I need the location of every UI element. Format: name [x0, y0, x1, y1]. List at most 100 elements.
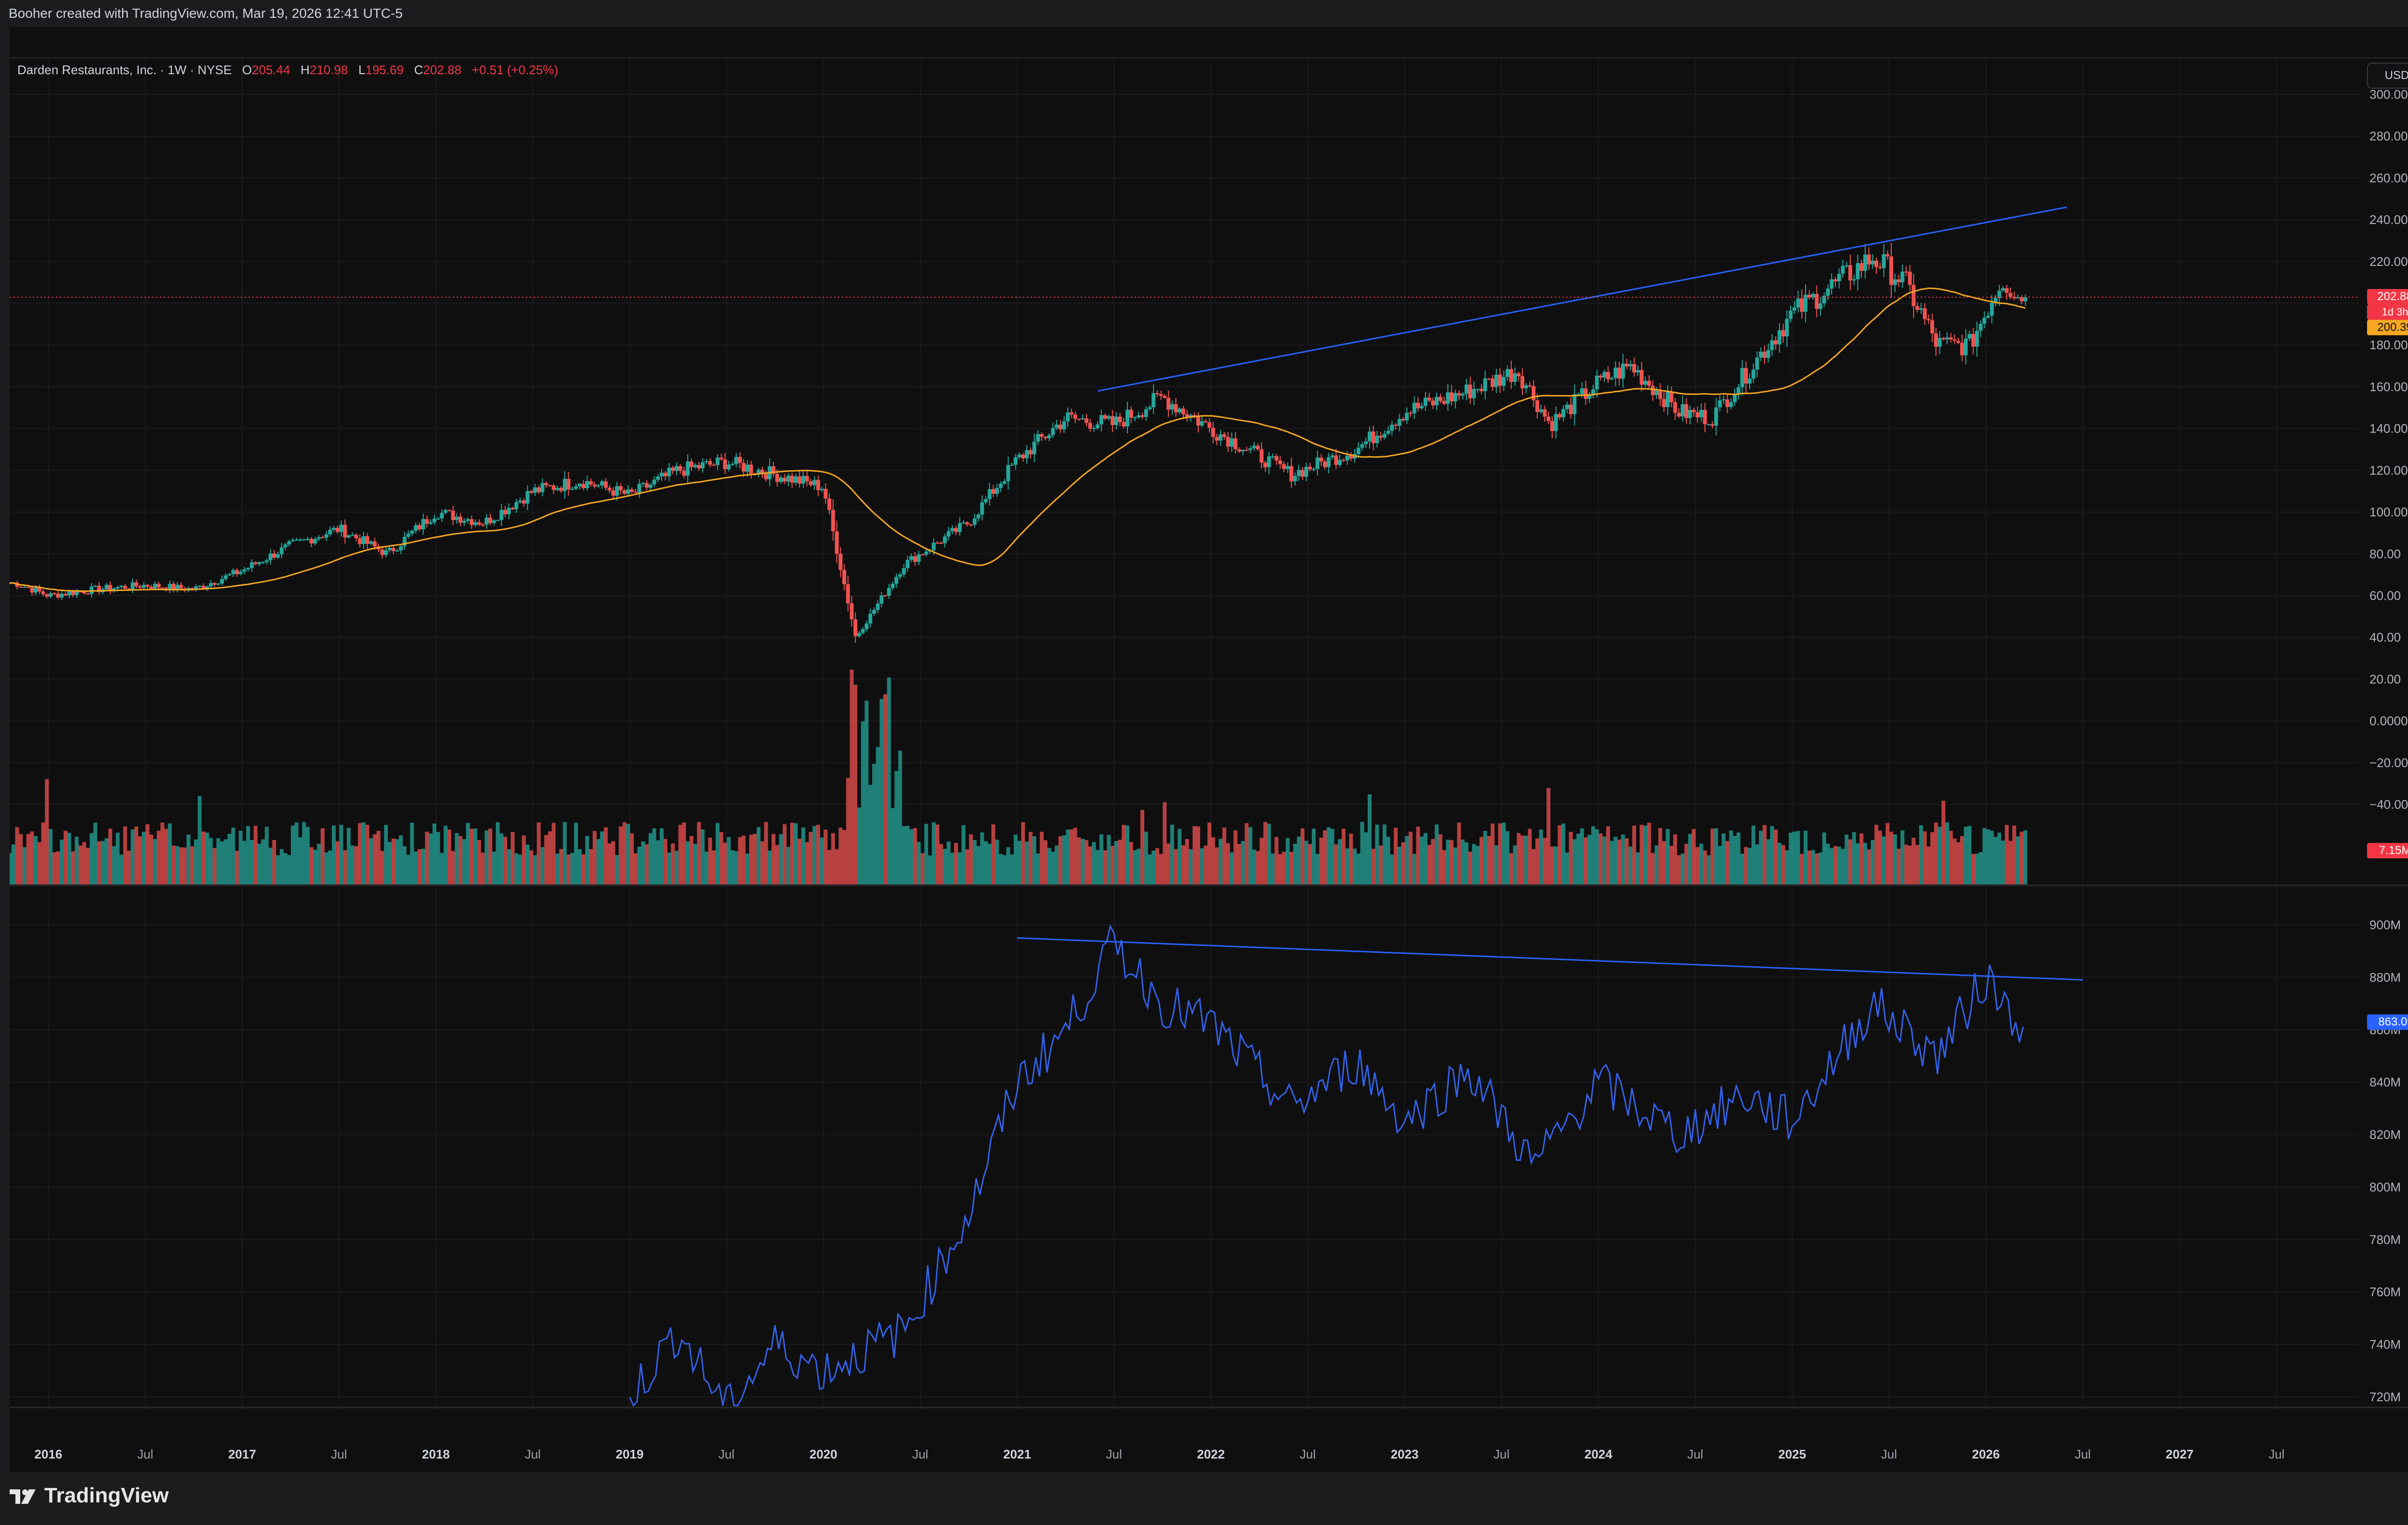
volume-bar — [1282, 852, 1286, 884]
candle-body — [279, 547, 284, 554]
volume-bar — [1624, 838, 1629, 884]
candle-body — [1386, 431, 1390, 434]
candle-body — [1367, 431, 1372, 442]
candle-body — [1557, 414, 1562, 418]
volume-bar — [1122, 825, 1126, 884]
volume-bar — [920, 853, 925, 884]
candle-body — [67, 592, 71, 596]
candle-body — [1483, 378, 1487, 392]
volume-bar — [1352, 848, 1357, 884]
candle-body — [1677, 412, 1681, 417]
volume-bar — [264, 827, 269, 884]
candle-body — [1397, 419, 1401, 426]
volume-bar — [1270, 854, 1275, 884]
candle-body — [1733, 394, 1737, 402]
candle-body — [1937, 338, 1942, 347]
candle-body — [1140, 415, 1144, 417]
volume-bar — [257, 843, 262, 884]
candle-body — [626, 489, 630, 494]
candle-body — [197, 586, 202, 587]
candle-body — [1941, 338, 1946, 340]
volume-bar — [41, 822, 45, 884]
candle-body — [842, 570, 847, 584]
indicator-axis-label: 720M — [2369, 1390, 2401, 1404]
candle-body — [1539, 409, 1543, 412]
candle-body — [223, 575, 228, 579]
candle-body — [1002, 481, 1007, 484]
candle-body — [715, 457, 720, 465]
volume-bar — [388, 841, 392, 884]
volume-bar — [1442, 850, 1446, 884]
candle-body — [790, 475, 794, 483]
candle-body — [264, 560, 269, 562]
currency-button[interactable]: USD — [2367, 63, 2408, 89]
volume-bar — [339, 825, 343, 884]
volume-bar — [533, 855, 537, 884]
candle-body — [637, 484, 641, 493]
low-value: 195.69 — [365, 63, 404, 77]
candle-body — [175, 585, 180, 590]
volume-bar — [1952, 838, 1957, 884]
volume-bar — [574, 823, 578, 884]
candle-body — [287, 541, 291, 545]
volume-bar — [824, 829, 828, 884]
candle-body — [957, 523, 962, 532]
volume-bar — [354, 846, 358, 884]
volume-bar — [473, 828, 478, 884]
candle-body — [1755, 357, 1759, 370]
footer-bar: TradingView — [0, 1472, 2408, 1525]
volume-bar — [611, 841, 615, 884]
candle-body — [1956, 341, 1961, 343]
candle-body — [1107, 416, 1111, 419]
volume-bar — [1882, 836, 1886, 884]
time-axis-label: 2024 — [1584, 1447, 1612, 1461]
volume-bar — [261, 839, 265, 884]
open-label: O — [242, 63, 252, 77]
candle-body — [1721, 399, 1726, 401]
volume-bar — [462, 839, 466, 884]
volume-bar — [1401, 842, 1405, 884]
candle-body — [339, 525, 343, 532]
candle-body — [1819, 303, 1823, 309]
candle-body — [347, 535, 351, 538]
candle-body — [1826, 289, 1830, 296]
volume-bar — [622, 822, 627, 884]
candle-body — [574, 486, 578, 489]
volume-bar — [1360, 822, 1364, 884]
high-value: 210.98 — [309, 63, 348, 77]
candle-body — [369, 541, 373, 544]
chart-canvas[interactable]: 300.00280.00260.00240.00220.00200.00180.… — [10, 27, 2408, 1472]
change-value: +0.51 (+0.25%) — [471, 63, 559, 77]
volume-bar — [928, 855, 932, 884]
time-axis-label: Jul — [331, 1447, 347, 1461]
volume-bar — [168, 823, 172, 884]
candle-body — [1263, 462, 1268, 468]
volume-bar — [615, 855, 619, 884]
candle-body — [1330, 455, 1335, 458]
candle-body — [41, 591, 45, 594]
ma-value-tag: 200.39 — [2367, 320, 2408, 335]
candle-body — [1740, 368, 1744, 387]
candle-body — [1472, 389, 1476, 398]
candle-body — [253, 562, 258, 565]
candle-body — [1058, 424, 1062, 430]
volume-bar — [1785, 850, 1789, 884]
candle-body — [1498, 374, 1502, 386]
indicator-axis-label: 840M — [2369, 1075, 2401, 1090]
candle-body — [1736, 387, 1741, 394]
volume-bar — [1025, 841, 1029, 884]
chart-area[interactable]: 300.00280.00260.00240.00220.00200.00180.… — [10, 27, 2408, 1472]
candle-body — [1517, 373, 1521, 377]
candle-body — [1181, 408, 1186, 415]
volume-bar — [2004, 825, 2009, 884]
candle-body — [116, 587, 120, 589]
candle-body — [432, 518, 436, 523]
volume-bar — [305, 827, 310, 884]
candle-body — [1233, 438, 1238, 449]
candle-body — [1505, 369, 1510, 377]
volume-bar — [1759, 830, 1763, 884]
candle-body — [1639, 370, 1644, 385]
candle-body — [551, 485, 556, 490]
volume-bar — [1595, 829, 1599, 884]
indicator-axis-label: 900M — [2369, 918, 2401, 932]
